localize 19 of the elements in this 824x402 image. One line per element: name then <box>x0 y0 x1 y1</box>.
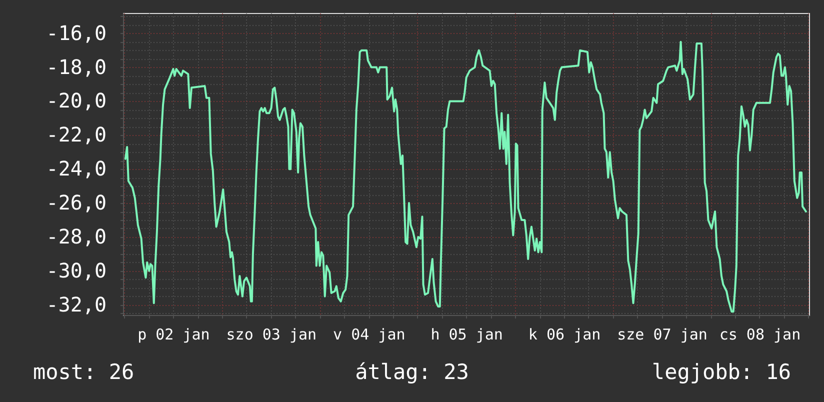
text: átlag: 23 <box>355 360 469 384</box>
y-tick-label: -20,0 <box>46 88 106 113</box>
y-tick-label: -32,0 <box>46 292 106 316</box>
y-tick-label: -30,0 <box>46 258 106 282</box>
y-tick-label: -28,0 <box>46 224 106 248</box>
y-tick-label: -26,0 <box>46 190 106 215</box>
x-tick-label: cs 08 jan <box>719 326 801 344</box>
text: legjobb: 16 <box>652 360 791 384</box>
x-tick-label: p 02 jan <box>138 326 210 344</box>
x-tick-label: szo 03 jan <box>226 326 317 344</box>
text: most: 26 <box>33 360 134 384</box>
y-tick-label: -24,0 <box>46 156 106 181</box>
x-tick-label: k 06 jan <box>528 326 601 344</box>
x-tick-label: sze 07 jan <box>617 326 708 344</box>
x-tick-label: h 05 jan <box>430 326 503 344</box>
y-tick-label: -16,0 <box>46 20 106 45</box>
y-tick-label: -18,0 <box>46 54 106 79</box>
x-tick-label: v 04 jan <box>333 326 406 344</box>
y-tick-label: -22,0 <box>46 122 106 147</box>
